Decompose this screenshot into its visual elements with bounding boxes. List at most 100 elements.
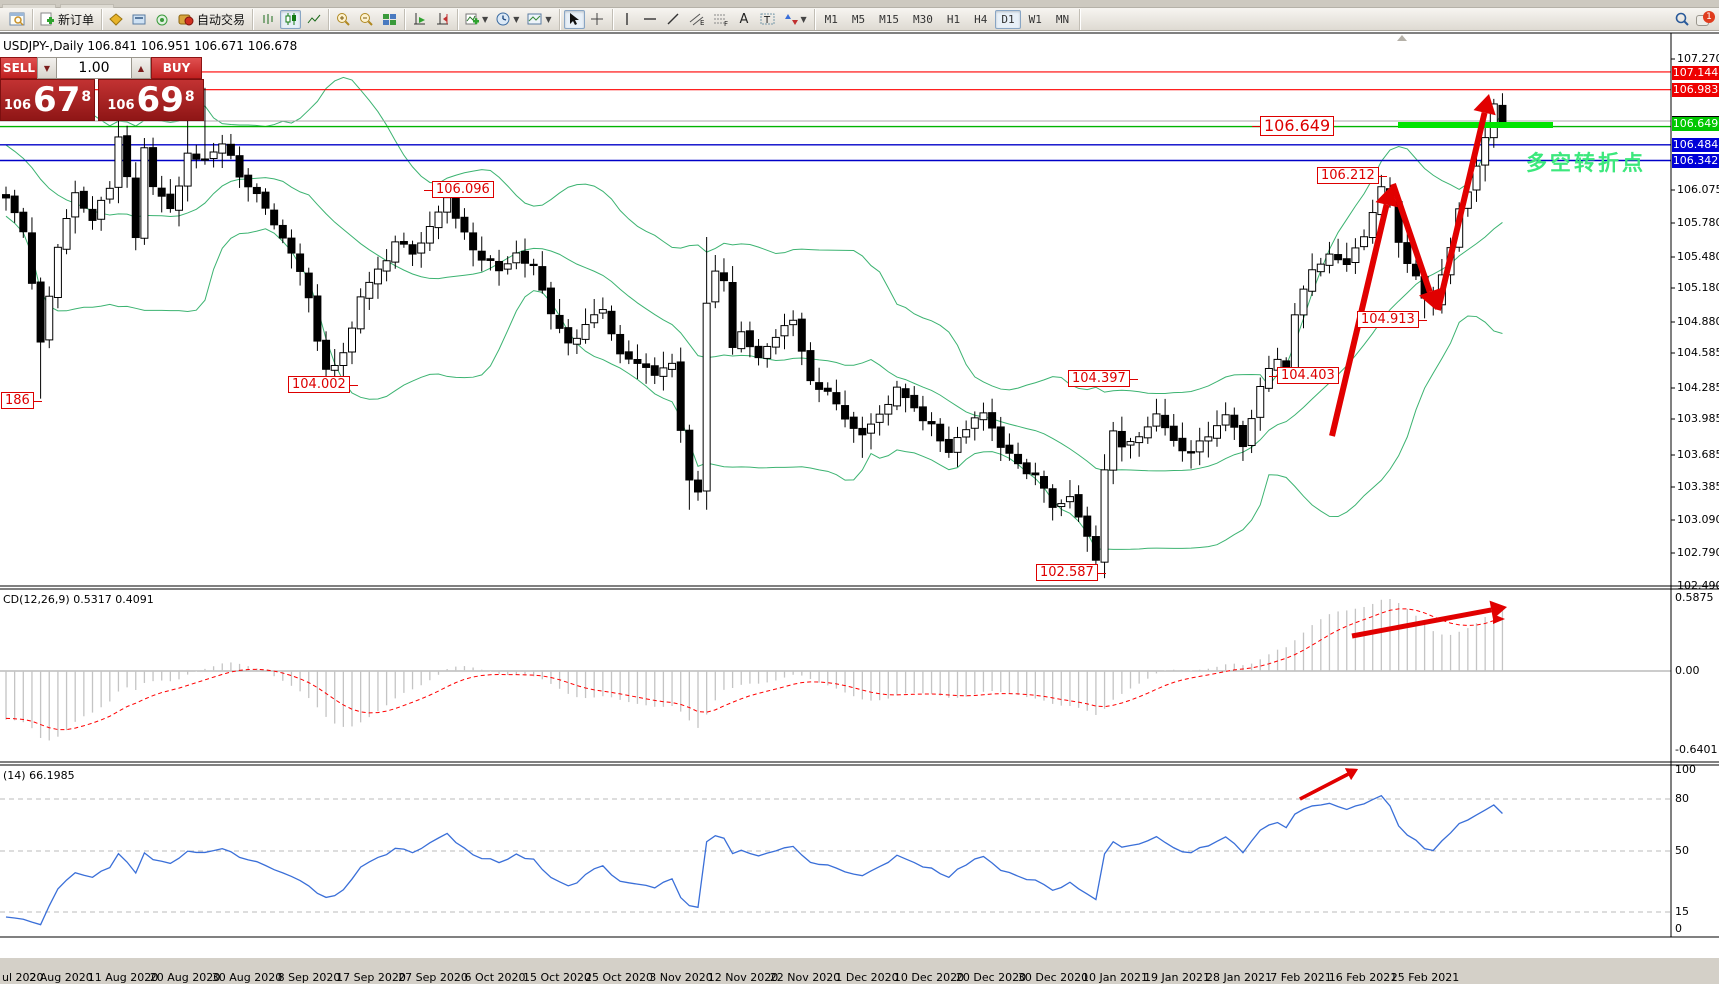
date-label: 17 Sep 2020 — [336, 971, 406, 984]
new-order-label: 新订单 — [58, 12, 95, 27]
date-label: 12 Nov 2020 — [707, 971, 779, 984]
date-label: 19 Jan 2021 — [1144, 971, 1210, 984]
dropdown-caret-icon: ▼ — [800, 14, 807, 24]
date-label: 22 Nov 2020 — [769, 971, 841, 984]
crosshair-tool-icon[interactable] — [587, 10, 608, 29]
shapes-tool-icon[interactable]: ▼ — [781, 10, 810, 29]
date-label: 25 Feb 2021 — [1390, 971, 1460, 984]
ask-pips: 69 — [136, 80, 184, 120]
dropdown-caret-icon: ▼ — [482, 14, 489, 24]
timeframe-button-m1[interactable]: M1 — [824, 12, 838, 26]
svg-text:F: F — [724, 20, 728, 26]
window-tab-strip — [0, 0, 1719, 10]
date-label: 11 Aug 2020 — [87, 971, 159, 984]
zoom-out-icon[interactable] — [356, 10, 377, 29]
search-icon[interactable] — [1671, 10, 1693, 29]
date-label: 6 Oct 2020 — [464, 971, 526, 984]
timeframe-toolbar: M1 M5 M15 M30 H1 H4 D1 W1 MN — [815, 8, 1081, 30]
timeframe-button-h4[interactable]: H4 — [974, 12, 988, 26]
auto-scroll-icon[interactable] — [409, 10, 430, 29]
chart-area[interactable]: USDJPY-,Daily 106.841 106.951 106.671 10… — [0, 31, 1719, 984]
trendline-tool-icon[interactable] — [663, 10, 684, 29]
window-tab[interactable] — [60, 4, 114, 10]
bid-price-display[interactable]: 106 67 8 — [0, 79, 95, 121]
sell-button[interactable]: SELL — [0, 57, 37, 79]
chart-shift-icon[interactable] — [432, 10, 453, 29]
toolbar-group-chart-type — [253, 8, 330, 30]
candlestick-chart-icon[interactable] — [280, 9, 302, 29]
timeframe-button-d1[interactable]: D1 — [995, 9, 1021, 29]
date-label: 3 Nov 2020 — [649, 971, 713, 984]
ask-price-display[interactable]: 106 69 8 — [98, 79, 204, 121]
toolbar-group-zoom — [329, 8, 406, 30]
autotrade-label: 自动交易 — [197, 12, 246, 27]
bid-pips: 67 — [33, 80, 81, 120]
timeframe-button-m30[interactable]: M30 — [913, 12, 933, 26]
svg-text:T: T — [763, 15, 771, 26]
templates-icon[interactable]: ▼ — [524, 10, 554, 29]
text-tool-icon[interactable]: A — [739, 11, 749, 27]
chart-graphics — [0, 32, 1719, 938]
toolbar-group-shift — [405, 8, 459, 30]
toolbar-group-cursor — [560, 8, 613, 30]
timeframe-button-m5[interactable]: M5 — [851, 12, 866, 26]
volume-increase-button[interactable]: ▲ — [131, 57, 151, 79]
date-label: 2 Aug 2020 — [29, 971, 93, 984]
periods-icon[interactable]: ▼ — [493, 10, 522, 29]
signals-icon[interactable] — [152, 10, 173, 29]
date-label: 30 Dec 2020 — [1017, 971, 1089, 984]
dropdown-caret-icon: ▼ — [545, 14, 552, 24]
main-toolbar: 新订单 自动交易 ▼ ▼ ▼ E F A T — [0, 8, 1719, 31]
indicators-icon[interactable]: ▼ — [462, 10, 491, 29]
horizontal-line-tool-icon[interactable] — [640, 10, 661, 29]
toolbar-group-order: 新订单 — [33, 8, 103, 30]
date-label: 20 Aug 2020 — [149, 971, 221, 984]
svg-text:E: E — [700, 19, 704, 26]
symbol-ohlc-header: USDJPY-,Daily 106.841 106.951 106.671 10… — [3, 39, 298, 53]
date-label: 27 Sep 2020 — [398, 971, 468, 984]
date-label: ul 2020 — [2, 971, 44, 984]
autotrade-button[interactable]: 自动交易 — [175, 10, 248, 29]
date-label: 10 Jan 2021 — [1082, 971, 1148, 984]
timeframe-button-h1[interactable]: H1 — [946, 12, 961, 26]
market-depth-icon[interactable] — [106, 10, 127, 29]
timeframe-button-mn[interactable]: MN — [1055, 12, 1070, 26]
timeframe-button-m15[interactable]: M15 — [879, 12, 900, 26]
date-label: 10 Dec 2020 — [893, 971, 965, 984]
dropdown-caret-icon: ▼ — [513, 14, 520, 24]
buy-button[interactable]: BUY — [151, 57, 202, 79]
date-label: 7 Feb 2021 — [1270, 971, 1332, 984]
ask-point: 8 — [184, 89, 195, 105]
volume-input[interactable]: 1.00 — [57, 57, 131, 79]
line-chart-icon[interactable] — [303, 10, 324, 29]
date-label: 15 Oct 2020 — [522, 971, 592, 984]
toolbar-group-indicators: ▼ ▼ ▼ — [458, 8, 560, 30]
label-tool-icon[interactable]: T — [757, 10, 779, 29]
notification-count-badge: 1 — [1703, 11, 1715, 23]
cursor-tool-icon[interactable] — [563, 9, 585, 29]
zoom-in-icon[interactable] — [333, 10, 354, 29]
bid-figure: 106 — [3, 98, 32, 113]
vertical-line-tool-icon[interactable] — [617, 10, 638, 29]
chart-window-icon[interactable] — [6, 10, 28, 29]
ask-figure: 106 — [107, 98, 135, 113]
window-tab[interactable] — [2, 4, 56, 10]
toolbar-group-services: 自动交易 — [102, 8, 254, 30]
fibonacci-tool-icon[interactable]: F — [710, 10, 732, 29]
volume-decrease-button[interactable]: ▼ — [37, 57, 57, 79]
date-label: 28 Jan 2021 — [1206, 971, 1272, 984]
data-window-icon[interactable] — [129, 10, 150, 29]
date-label: 30 Aug 2020 — [211, 971, 283, 984]
bid-point: 8 — [81, 89, 92, 105]
date-label: 20 Dec 2020 — [955, 971, 1027, 984]
toolbar-group-drawing: E F A T ▼ — [613, 8, 815, 30]
new-order-button[interactable]: 新订单 — [37, 10, 97, 29]
bar-chart-icon[interactable] — [257, 10, 278, 29]
tile-windows-icon[interactable] — [379, 10, 400, 29]
channel-tool-icon[interactable]: E — [686, 10, 708, 29]
timeframe-button-w1[interactable]: W1 — [1028, 12, 1042, 26]
toolbar-group-window — [2, 8, 33, 30]
one-click-trading-panel: SELL ▼ 1.00 ▲ BUY 106 67 8 106 69 8 — [0, 57, 204, 121]
date-label: 8 Sep 2020 — [277, 971, 341, 984]
notifications-button[interactable]: 1 — [1695, 10, 1716, 28]
